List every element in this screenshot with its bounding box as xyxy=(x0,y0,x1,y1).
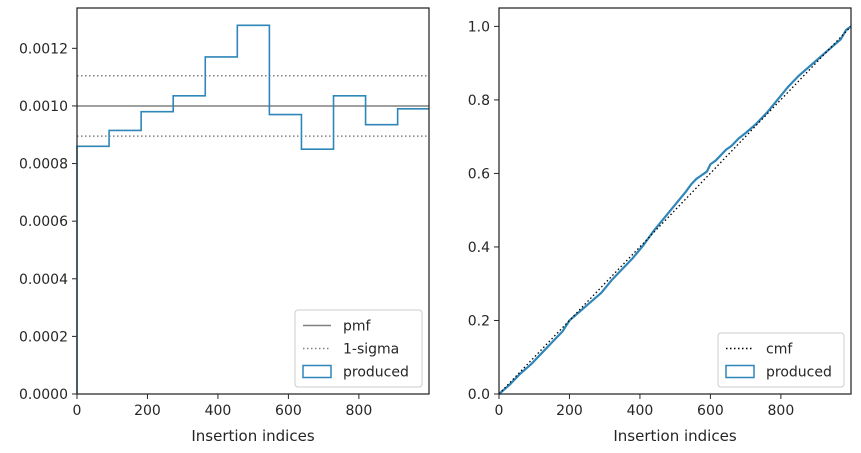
legend-label: cmf xyxy=(766,342,793,358)
legend-box xyxy=(717,332,845,388)
y-tick-label: 0.0010 xyxy=(19,99,68,115)
legend-handle-produced xyxy=(725,364,755,379)
y-tick-label: 0.0004 xyxy=(19,272,68,288)
x-tick-label: 0 xyxy=(73,403,82,419)
x-tick-label: 400 xyxy=(205,403,232,419)
x-tick-label: 400 xyxy=(627,403,654,419)
legend-box xyxy=(294,309,423,388)
legend-label: produced xyxy=(343,365,409,381)
y-tick-label: 0.0002 xyxy=(19,329,68,345)
cmf-line xyxy=(498,25,852,395)
y-tick-label: 0.0 xyxy=(468,387,490,403)
legend-label: pmf xyxy=(343,319,372,335)
legend: cmf produced xyxy=(717,332,845,388)
left-histogram-panel: 0 200 400 600 800 0.0000 0.0002 0.0004 0.0006 0.0… xyxy=(19,7,430,445)
y-tick-label: 0.2 xyxy=(468,313,490,329)
x-tick-label: 800 xyxy=(346,403,373,419)
produced-cumulative-line xyxy=(498,25,852,395)
legend: pmf 1-sigma produced xyxy=(294,309,423,388)
y-tick-label: 1.0 xyxy=(468,19,490,35)
y-tick-label: 0.4 xyxy=(468,240,490,256)
x-tick-label: 200 xyxy=(134,403,161,419)
y-tick-label: 0.0000 xyxy=(19,387,68,403)
legend-label: produced xyxy=(766,365,832,381)
x-axis-label: Insertion indices xyxy=(613,427,736,445)
x-tick-label: 200 xyxy=(556,403,583,419)
x-tick-label: 800 xyxy=(768,403,795,419)
y-tick-label: 0.0012 xyxy=(19,41,68,57)
x-tick-label: 0 xyxy=(495,403,504,419)
y-tick-label: 0.0008 xyxy=(19,157,68,173)
x-tick-label: 600 xyxy=(697,403,724,419)
x-tick-label: 600 xyxy=(275,403,302,419)
produced-histogram-step xyxy=(76,24,429,394)
axes-frame xyxy=(76,7,430,395)
legend-handle-produced xyxy=(302,364,332,379)
y-tick-label: 0.8 xyxy=(468,93,490,109)
x-axis-label: Insertion indices xyxy=(191,427,314,445)
y-tick-label: 0.0006 xyxy=(19,214,68,230)
legend-label: 1-sigma xyxy=(343,342,399,358)
axes-frame xyxy=(498,7,852,395)
right-cumulative-panel: 0 200 400 600 800 0.0 0.2 0.4 0.6 0.8 1.0 Insertion… xyxy=(468,7,852,445)
y-tick-label: 0.6 xyxy=(468,166,490,182)
